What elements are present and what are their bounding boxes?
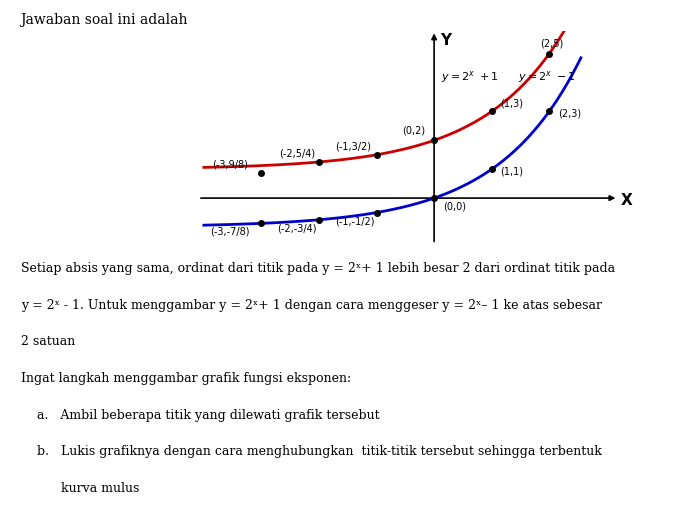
Text: $y = 2^x \ - 1$: $y = 2^x \ - 1$ — [517, 69, 576, 85]
Text: (-3,-7/8): (-3,-7/8) — [210, 227, 249, 237]
Text: y = 2ˣ - 1. Untuk menggambar y = 2ˣ+ 1 dengan cara menggeser y = 2ˣ– 1 ke atas s: y = 2ˣ - 1. Untuk menggambar y = 2ˣ+ 1 d… — [21, 299, 602, 312]
Text: (2,5): (2,5) — [541, 39, 564, 48]
Text: (-2,5/4): (-2,5/4) — [279, 149, 315, 158]
Text: Y: Y — [440, 34, 451, 48]
Text: Ingat langkah menggambar grafik fungsi eksponen:: Ingat langkah menggambar grafik fungsi e… — [21, 372, 351, 385]
Text: a.   Ambil beberapa titik yang dilewati grafik tersebut: a. Ambil beberapa titik yang dilewati gr… — [21, 409, 379, 422]
Text: (-3,9/8): (-3,9/8) — [212, 160, 248, 170]
Text: (2,3): (2,3) — [558, 108, 581, 119]
Text: (0,0): (0,0) — [442, 202, 466, 212]
Text: X: X — [621, 193, 633, 208]
Text: 2 satuan: 2 satuan — [21, 335, 75, 349]
Text: (0,2): (0,2) — [403, 126, 425, 136]
Text: (-2,-3/4): (-2,-3/4) — [278, 223, 317, 233]
Text: (-1,-1/2): (-1,-1/2) — [335, 216, 374, 226]
Text: (-1,3/2): (-1,3/2) — [335, 142, 372, 152]
Text: kurva mulus: kurva mulus — [21, 482, 139, 495]
Text: Jawaban soal ini adalah: Jawaban soal ini adalah — [21, 13, 188, 27]
Text: (1,3): (1,3) — [500, 99, 523, 108]
Text: $y = 2^x \ + 1$: $y = 2^x \ + 1$ — [441, 69, 499, 85]
Text: (1,1): (1,1) — [500, 166, 523, 176]
Text: b.   Lukis grafiknya dengan cara menghubungkan  titik-titik tersebut sehingga te: b. Lukis grafiknya dengan cara menghubun… — [21, 445, 602, 459]
Text: Setiap absis yang sama, ordinat dari titik pada y = 2ˣ+ 1 lebih besar 2 dari ord: Setiap absis yang sama, ordinat dari tit… — [21, 262, 615, 275]
